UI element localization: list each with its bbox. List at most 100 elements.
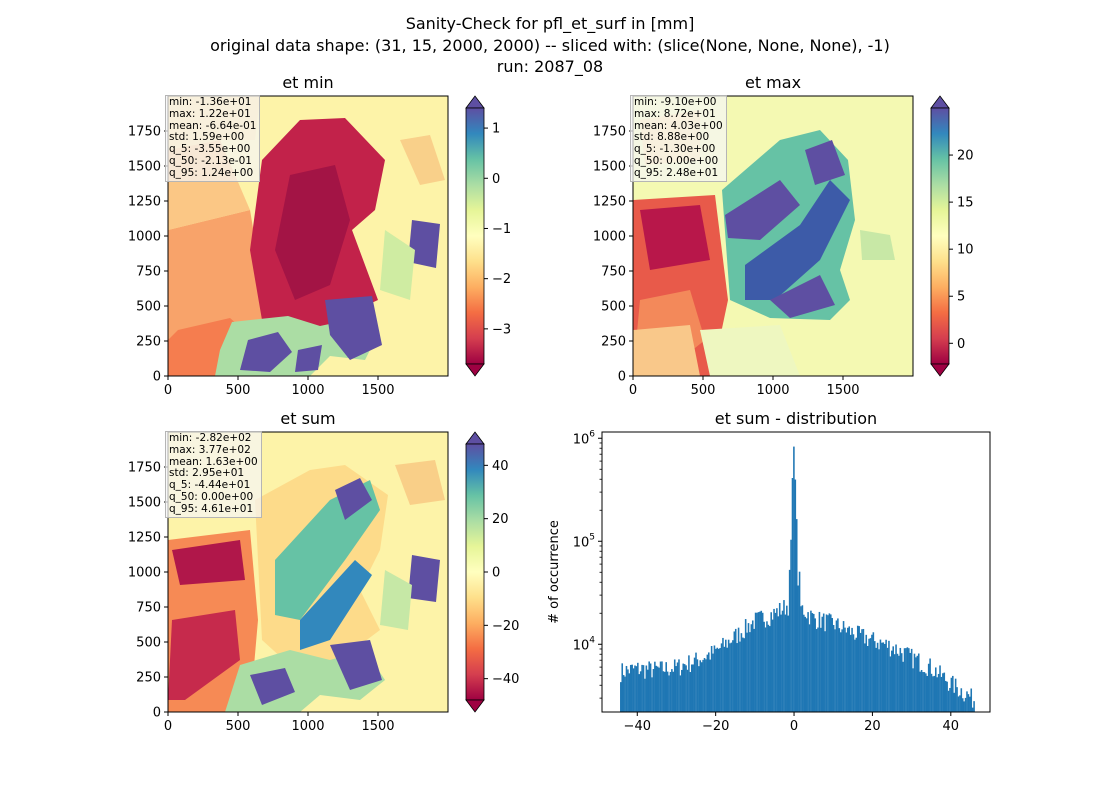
histogram-bar — [821, 616, 824, 712]
histogram-bar — [727, 639, 730, 712]
histogram-bar — [957, 696, 960, 712]
histogram-bar — [756, 612, 758, 712]
stat-q50: q_50: 0.00e+00 — [634, 154, 719, 167]
x-tick-label: 1000 — [291, 383, 324, 398]
histogram-bar — [871, 634, 873, 712]
histogram-bar — [818, 611, 821, 712]
histogram-bar — [649, 663, 652, 712]
colorbar-tick-label: 0 — [957, 337, 965, 352]
x-tick-label: 1000 — [291, 719, 324, 734]
histogram-x-ticks: −40 −20 0 20 40 — [624, 712, 959, 734]
histogram-bar — [943, 672, 946, 712]
y-tick-label: 500 — [601, 300, 626, 315]
et-sum-x-ticks: 0 500 1000 1500 — [164, 712, 395, 734]
et-min-colorbar-bar — [465, 107, 485, 365]
histogram-bar — [878, 649, 880, 712]
x-tick-label: 0 — [629, 383, 637, 398]
stat-std: std: 2.95e+01 — [169, 467, 245, 480]
histogram-bar — [747, 623, 750, 712]
colorbar-tick-label: 40 — [492, 459, 509, 474]
colorbar-tick-label: −40 — [492, 672, 519, 687]
y-tick-label: 1000 — [593, 230, 626, 245]
histogram-bar — [722, 637, 724, 712]
histogram-bar — [634, 665, 636, 712]
histogram-bar — [913, 653, 916, 712]
et-min-x-ticks: 0 500 1000 1500 — [164, 376, 395, 398]
y-tick-label: 1000 — [128, 230, 161, 245]
histogram-bar — [933, 675, 936, 712]
histogram-bar — [855, 637, 858, 712]
et-min-title: et min — [282, 73, 333, 92]
histogram-bar — [868, 638, 870, 712]
histogram-y-ticks: 104 105 106 — [573, 429, 602, 699]
stat-q95: q_95: 4.61e+01 — [169, 502, 254, 515]
histogram-bar — [942, 673, 944, 712]
histogram-bar — [628, 673, 631, 712]
et-max-x-ticks: 0 500 1000 1500 — [629, 376, 860, 398]
histogram-bar — [971, 707, 974, 712]
histogram-bar — [864, 643, 866, 712]
histogram-bar — [678, 659, 680, 712]
colorbar-tick-label: −1 — [492, 222, 511, 237]
histogram-bar — [659, 661, 662, 712]
histogram-bar — [954, 678, 957, 712]
histogram-bar — [761, 612, 764, 712]
stat-max: max: 1.22e+01 — [169, 107, 251, 120]
histogram-bar — [705, 659, 707, 712]
histogram-bar — [710, 646, 713, 712]
histogram-bar — [759, 611, 761, 712]
stat-max: max: 3.77e+02 — [169, 443, 251, 456]
histogram-bar — [766, 621, 768, 712]
histogram-bar — [932, 676, 934, 712]
histogram-bar — [689, 672, 692, 712]
histogram-bar — [839, 632, 842, 712]
histogram-bar — [837, 618, 839, 712]
et-sum-title: et sum — [280, 409, 335, 428]
histogram-bar — [715, 648, 717, 712]
histogram-bar — [692, 664, 694, 712]
histogram-bar — [639, 671, 642, 712]
et-max-colorbar-extend-max — [930, 95, 950, 109]
et-sum-colorbar-extend-min — [465, 699, 485, 713]
x-tick-label: 1500 — [361, 719, 394, 734]
histogram-bar — [641, 664, 643, 712]
histogram-bar — [642, 665, 645, 712]
stat-std: std: 8.88e+00 — [634, 131, 710, 144]
histogram-bar — [881, 642, 883, 712]
x-tick-label: −20 — [702, 719, 729, 734]
stat-min: min: -1.36e+01 — [169, 96, 252, 108]
histogram-bar — [740, 633, 743, 712]
histogram-bar — [946, 681, 948, 712]
histogram-bar — [668, 675, 670, 712]
histogram-bar — [936, 677, 938, 712]
histogram-bar — [820, 627, 822, 712]
histogram-bar — [876, 642, 879, 712]
figure-title-line-1: Sanity-Check for pfl_et_surf in [mm] — [406, 14, 695, 34]
histogram-bar — [774, 612, 777, 712]
histogram-bar — [751, 620, 754, 712]
histogram-bar — [967, 694, 970, 712]
colorbar-tick-label: 20 — [957, 149, 974, 164]
histogram-bar — [791, 478, 794, 712]
histogram-bar — [838, 628, 841, 712]
histogram-bar — [892, 646, 894, 712]
et-sum-heatmap-image — [168, 432, 448, 712]
histogram-bar — [654, 661, 656, 712]
histogram-bar — [693, 657, 696, 712]
histogram-bar — [922, 672, 924, 712]
histogram-bar — [903, 648, 906, 712]
histogram-bar — [742, 637, 744, 712]
histogram-bar — [810, 610, 812, 712]
colorbar-tick-label: 0 — [492, 172, 500, 187]
histogram-bar — [905, 648, 907, 712]
stat-max: max: 8.72e+01 — [634, 107, 716, 120]
histogram-bar — [841, 629, 843, 712]
histogram-bar — [637, 662, 639, 712]
histogram-bar — [695, 652, 697, 712]
x-tick-label: 500 — [226, 719, 251, 734]
et-min-colorbar: 1 0 −1 −2 −3 — [465, 95, 511, 377]
et-min-colorbar-ticks: 1 0 −1 −2 −3 — [484, 122, 511, 337]
histogram-bar — [754, 612, 757, 712]
histogram-bar — [834, 629, 836, 712]
histogram-bar — [627, 669, 629, 712]
